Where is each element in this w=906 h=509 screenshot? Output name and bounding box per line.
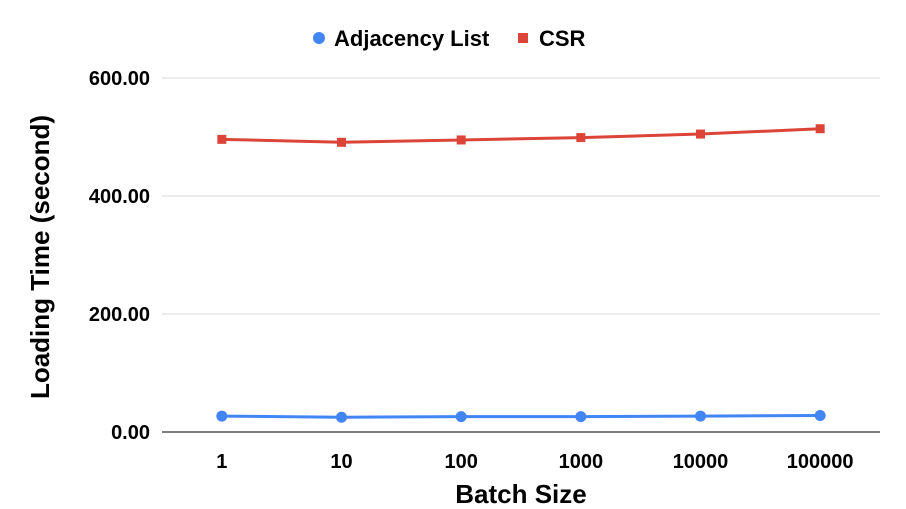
- legend-label-adjacency-list: Adjacency List: [334, 26, 490, 51]
- x-tick-label: 1000: [559, 451, 604, 473]
- x-tick-label: 10: [330, 451, 352, 473]
- data-point-csr: [576, 133, 586, 143]
- data-point-adjacency-list: [455, 411, 467, 423]
- data-point-csr: [815, 124, 825, 134]
- data-point-adjacency-list: [575, 411, 587, 423]
- data-point-csr: [217, 134, 227, 144]
- legend-label-csr: CSR: [539, 26, 586, 51]
- legend: Adjacency List CSR: [313, 26, 586, 51]
- data-point-adjacency-list: [216, 410, 228, 422]
- x-axis-title: Batch Size: [455, 479, 587, 509]
- data-point-adjacency-list: [336, 411, 347, 423]
- y-tick-label: 200.00: [89, 304, 150, 326]
- data-point-adjacency-list: [814, 409, 826, 421]
- x-tick-label: 100000: [787, 451, 854, 473]
- series-line-csr: [220, 127, 822, 144]
- x-tick-label: 1: [216, 451, 227, 473]
- x-tick-label: 10000: [673, 451, 729, 473]
- data-point-csr: [456, 135, 466, 145]
- y-tick-label: 400.00: [89, 186, 150, 208]
- y-axis-ticks: 0.00 200.00 400.00 600.00: [89, 68, 150, 444]
- data-point-csr: [337, 137, 346, 147]
- y-tick-label: 0.00: [111, 422, 150, 444]
- series-layer: [216, 124, 826, 423]
- y-tick-label: 600.00: [89, 68, 150, 90]
- data-point-adjacency-list: [695, 410, 706, 422]
- x-tick-label: 100: [444, 451, 477, 473]
- legend-marker-adjacency-list: [313, 32, 325, 44]
- y-axis-title: Loading Time (second): [25, 115, 55, 399]
- series-line-adjacency-list: [220, 413, 822, 419]
- gridlines: [162, 77, 880, 433]
- x-axis-ticks: 1 10 100 1000 10000 100000: [216, 451, 853, 473]
- legend-marker-csr: [518, 33, 528, 43]
- data-point-csr: [696, 129, 705, 139]
